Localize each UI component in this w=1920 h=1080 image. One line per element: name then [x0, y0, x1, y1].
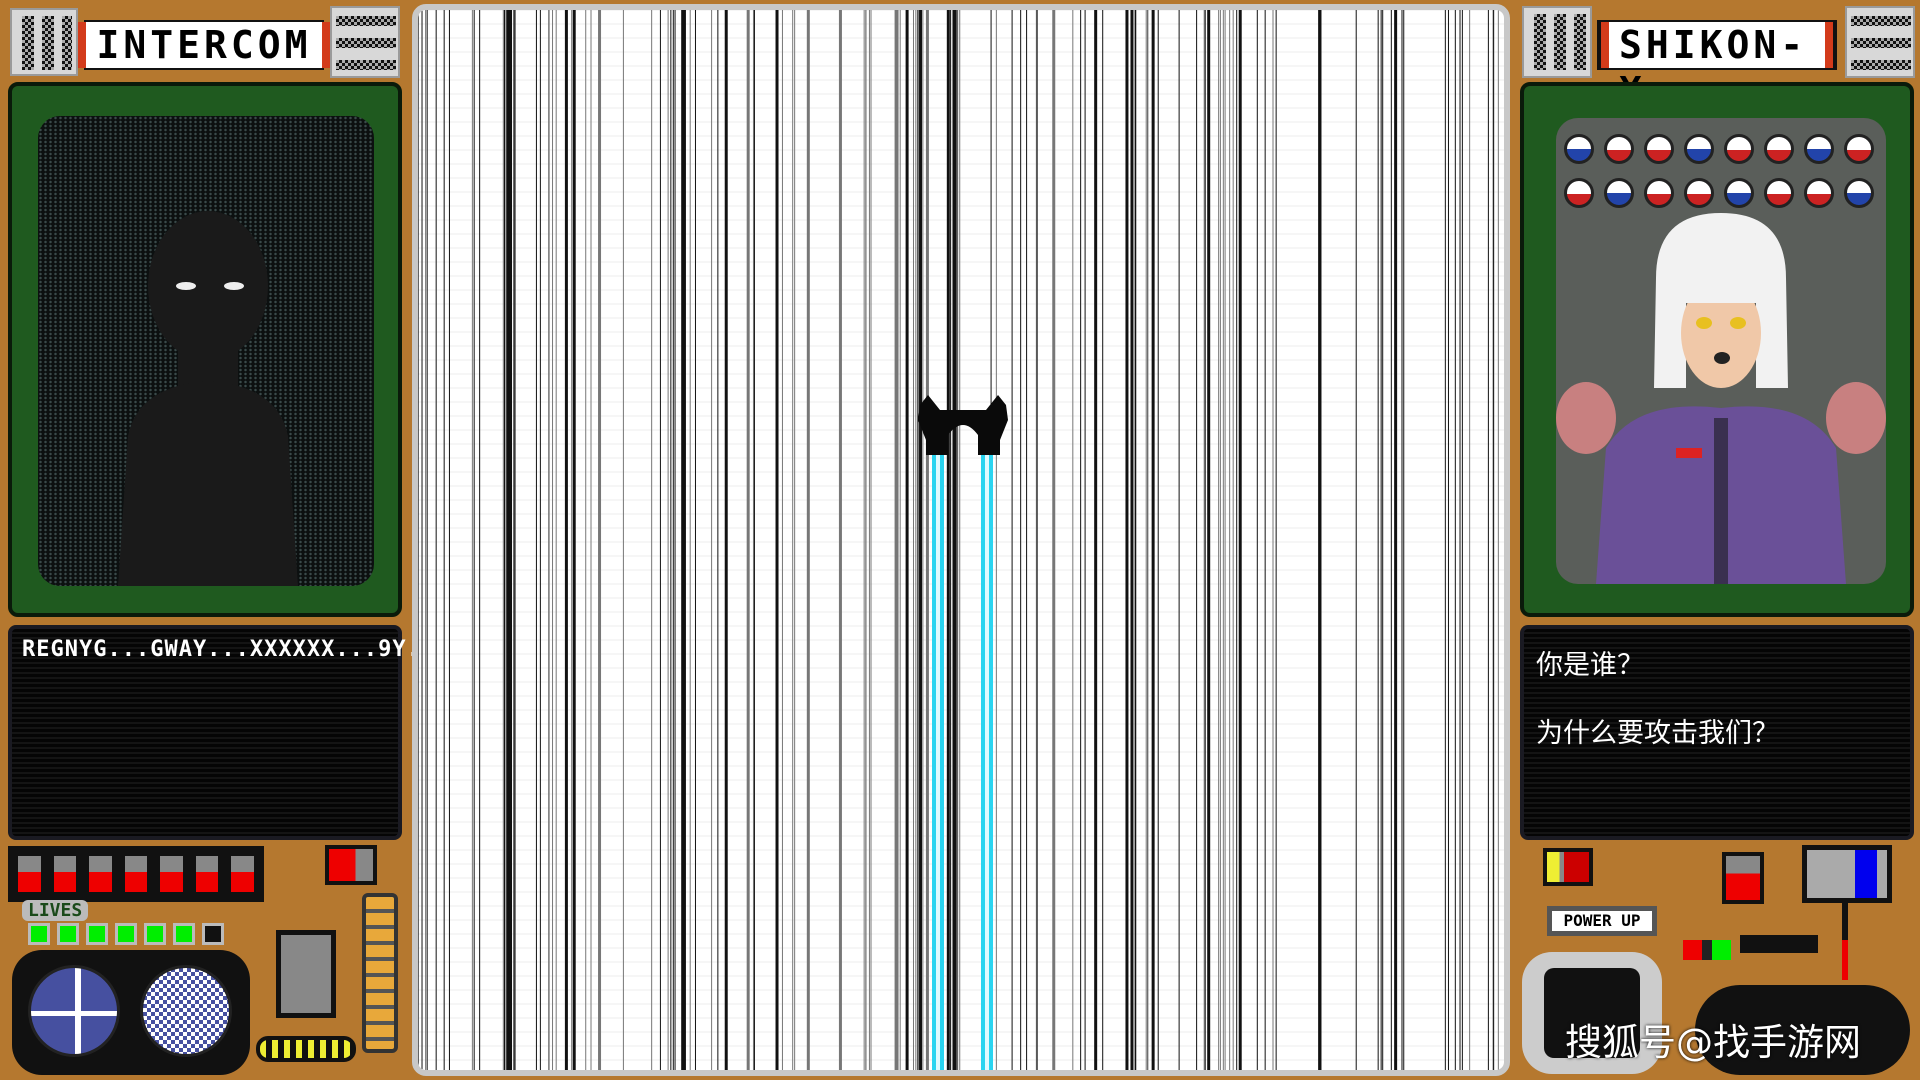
console-button[interactable] [120, 852, 152, 896]
gauge-dial [1844, 178, 1874, 208]
speaker-grille [1522, 6, 1592, 78]
gauge-dial [1644, 134, 1674, 164]
speaker-grille [330, 6, 400, 78]
intercom-dialogue-box: REGNYG...GWAY...XXXXXX...9Y... [8, 625, 450, 840]
intercom-title-plate: INTERCOM [78, 20, 330, 70]
crosshair-dial [28, 965, 120, 1057]
powerup-label: POWER UP [1547, 906, 1657, 936]
intercom-title: INTERCOM [78, 22, 330, 68]
player-ship [918, 395, 1008, 455]
gauge-dial [1804, 134, 1834, 164]
speaker-grille [10, 8, 78, 76]
lives-indicator [28, 923, 224, 945]
character-name-plate: SHIKON-X [1597, 20, 1837, 113]
gauge-dial [1724, 134, 1754, 164]
speaker-grille [1845, 6, 1915, 78]
watermark: 搜狐号@找手游网 [1565, 1021, 1861, 1064]
button-bank [8, 846, 264, 902]
gauge-dial [1724, 178, 1754, 208]
gauge-dial [1684, 134, 1714, 164]
life-light [57, 923, 79, 945]
gauge-dial [1604, 134, 1634, 164]
gauge-dial [1764, 178, 1794, 208]
character-dialogue-box: 你是谁？ 为什么要攻击我们？ [1520, 625, 1914, 840]
indicator-lights [1683, 940, 1731, 960]
red-button[interactable] [325, 845, 377, 885]
gauge-dial [1564, 178, 1594, 208]
energy-bar [256, 1036, 356, 1062]
dialogue-line-1: 你是谁？ [1536, 650, 1644, 681]
gauge-dial [1604, 178, 1634, 208]
character-portrait [1556, 118, 1886, 584]
dialogue-line-2: 为什么要攻击我们？ [1536, 718, 1779, 749]
console-button[interactable] [156, 852, 187, 896]
vertical-gauge [362, 893, 398, 1053]
character-portrait-frame [1520, 82, 1914, 617]
status-display [1802, 845, 1892, 903]
pilot-character [1556, 213, 1886, 584]
life-light [144, 923, 166, 945]
gauge-dial [1844, 134, 1874, 164]
life-light [28, 923, 50, 945]
console-button[interactable] [49, 852, 81, 896]
console-button[interactable] [227, 852, 259, 896]
gauge-dial [1804, 178, 1834, 208]
playfield-streaks [418, 10, 1504, 1070]
capsule-display [1695, 985, 1910, 1075]
radar-grid [140, 965, 232, 1057]
intercom-dialogue-text: REGNYG...GWAY...XXXXXX...9Y... [22, 637, 450, 662]
gauge-dial [1644, 178, 1674, 208]
lives-label: LIVES [22, 900, 89, 921]
red-button[interactable] [1543, 848, 1593, 886]
octagon-speaker [1522, 952, 1662, 1074]
life-light [86, 923, 108, 945]
red-wire [1842, 900, 1848, 980]
gauge-dial [1684, 178, 1714, 208]
console-button[interactable] [85, 852, 116, 896]
silhouette-figure [118, 211, 298, 586]
life-light [173, 923, 195, 945]
red-button[interactable] [1722, 852, 1764, 904]
intercom-portrait [38, 116, 374, 586]
gauge-dial [1564, 134, 1594, 164]
switch-panel [276, 930, 336, 1018]
slot-bar [1740, 935, 1818, 953]
console-button[interactable] [14, 852, 45, 896]
life-light [202, 923, 224, 945]
console-button[interactable] [191, 852, 223, 896]
intercom-portrait-frame [8, 82, 402, 617]
character-name: SHIKON-X [1601, 22, 1833, 113]
life-light [115, 923, 137, 945]
gauge-array [1564, 134, 1878, 208]
gauge-dial [1764, 134, 1794, 164]
game-playfield[interactable] [412, 4, 1510, 1076]
